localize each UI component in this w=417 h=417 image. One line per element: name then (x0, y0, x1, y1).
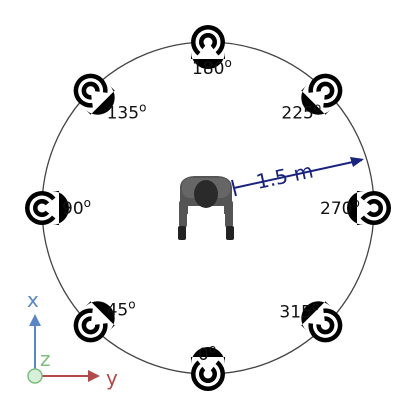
speaker-angle-label: 315o (279, 299, 319, 322)
speaker-angle-label: 225o (281, 101, 321, 124)
degree-mark: o (128, 297, 135, 311)
degree-mark: o (84, 196, 91, 210)
listener-figure (178, 176, 234, 240)
x-axis-label: x (27, 288, 39, 312)
degree-mark: o (139, 101, 146, 115)
speaker-angle-label: 270o (320, 196, 360, 219)
z-axis-label: z (40, 347, 51, 371)
speaker-angle-label: 90o (62, 196, 91, 219)
speaker-angle-label: 45o (107, 297, 136, 320)
degree-mark: o (314, 101, 321, 115)
speaker-angle-label: 180o (192, 56, 232, 79)
coordinate-axes: x y z (27, 288, 118, 390)
y-axis-label: y (106, 366, 118, 390)
degree-mark: o (352, 196, 359, 210)
speaker-angle-label: 135o (107, 101, 147, 124)
distance-label: 1.5 m (254, 158, 315, 193)
degree-mark: o (209, 342, 216, 356)
degree-mark: o (224, 56, 231, 70)
degree-mark: o (312, 299, 319, 313)
distance-indicator: 1.5 m (231, 157, 364, 197)
